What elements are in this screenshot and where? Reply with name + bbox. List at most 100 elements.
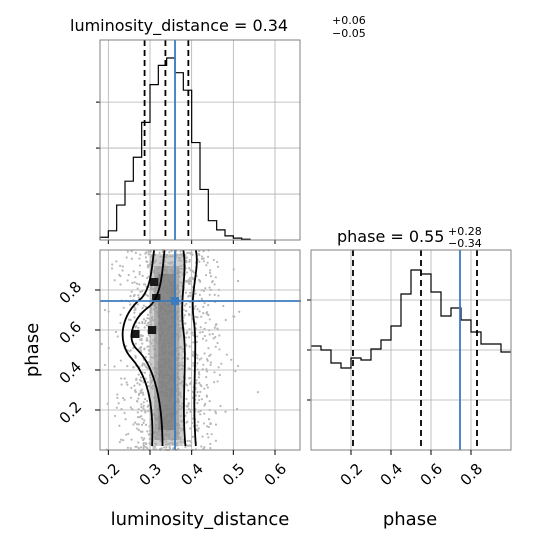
sample-point [148,317,151,320]
sample-point [153,445,157,449]
sample-point [126,250,129,253]
sample-point [218,348,221,351]
sample-point [205,264,208,267]
sample-point [205,383,208,387]
sample-point [144,252,147,255]
sample-point [195,340,199,344]
sample-point [144,411,147,414]
sample-point [214,410,217,413]
sample-point [210,433,213,436]
sample-point [205,395,209,398]
sample-point [133,311,136,314]
sample-point [204,402,207,405]
sample-point [208,271,212,274]
sample-point [142,304,146,307]
density-peak-1 [150,278,159,286]
sample-point [214,423,218,426]
sample-point [133,316,136,319]
sample-point [149,250,152,253]
sample-point [125,256,128,259]
sample-point [158,251,161,254]
sample-point [196,368,199,371]
sample-point [147,275,150,278]
sample-point [142,438,145,442]
sample-point [125,381,128,384]
sample-point [198,358,201,361]
sample-point [122,306,125,309]
sample-point [147,404,150,407]
sample-point [113,414,117,418]
sample-point [206,432,209,436]
sample-point [256,391,260,394]
sample-point [142,318,146,321]
sample-point [234,370,237,373]
sample-point [110,267,114,270]
sample-point [200,445,203,448]
sample-point [129,318,132,322]
sample-point [147,410,150,413]
sample-point [146,367,149,370]
sample-point [208,418,211,421]
sample-point [192,361,195,365]
joint-xtick-label-2: 0.4 [177,460,207,490]
sample-point [197,410,200,413]
density-band-2 [158,274,175,430]
sample-point [197,371,200,374]
sample-point [207,425,210,429]
ld-marginal-panel: +0.06−0.05 [96,14,366,244]
sample-point [203,404,206,407]
sample-point [129,295,132,298]
sample-point [142,393,145,396]
sample-point [205,312,208,315]
sample-point [198,293,201,297]
contour-inner-left [130,249,166,447]
sample-point [189,269,192,272]
sample-point [189,427,192,430]
sample-point [200,289,203,292]
sample-point [137,441,140,444]
sample-point [137,296,140,299]
sample-point [214,345,217,348]
sample-point [140,334,143,337]
sample-point [191,353,194,356]
sample-point [203,446,206,449]
sample-point [141,320,144,323]
sample-point [120,383,123,386]
sample-point [203,334,207,338]
sample-point [143,362,146,366]
sample-point [208,286,211,289]
sample-point [216,341,219,345]
sample-point [184,343,188,346]
sample-point [142,442,145,445]
sample-point [198,394,201,398]
sample-point [200,257,204,260]
sample-point [131,408,134,411]
sample-point [145,339,148,342]
sample-point [127,273,130,277]
sample-point [116,393,119,396]
sample-point [188,282,191,286]
sample-point [130,386,133,389]
sample-point [186,331,189,334]
sample-point [140,436,143,439]
sample-point [218,373,221,377]
sample-point [219,404,222,408]
sample-point [200,357,203,360]
sample-point [197,376,200,379]
sample-point [139,347,142,350]
sample-point [116,335,119,338]
sample-point [194,322,198,325]
sample-point [135,325,138,328]
sample-point [113,365,116,368]
sample-point [200,398,203,401]
sample-point [203,301,206,305]
sample-point [192,364,195,367]
sample-point [188,258,191,261]
sample-point [208,333,211,336]
sample-point [201,368,204,371]
sample-point [129,406,132,409]
sample-point [165,446,168,449]
sample-point [207,304,210,307]
sample-point [138,270,141,274]
sample-point [211,332,214,336]
